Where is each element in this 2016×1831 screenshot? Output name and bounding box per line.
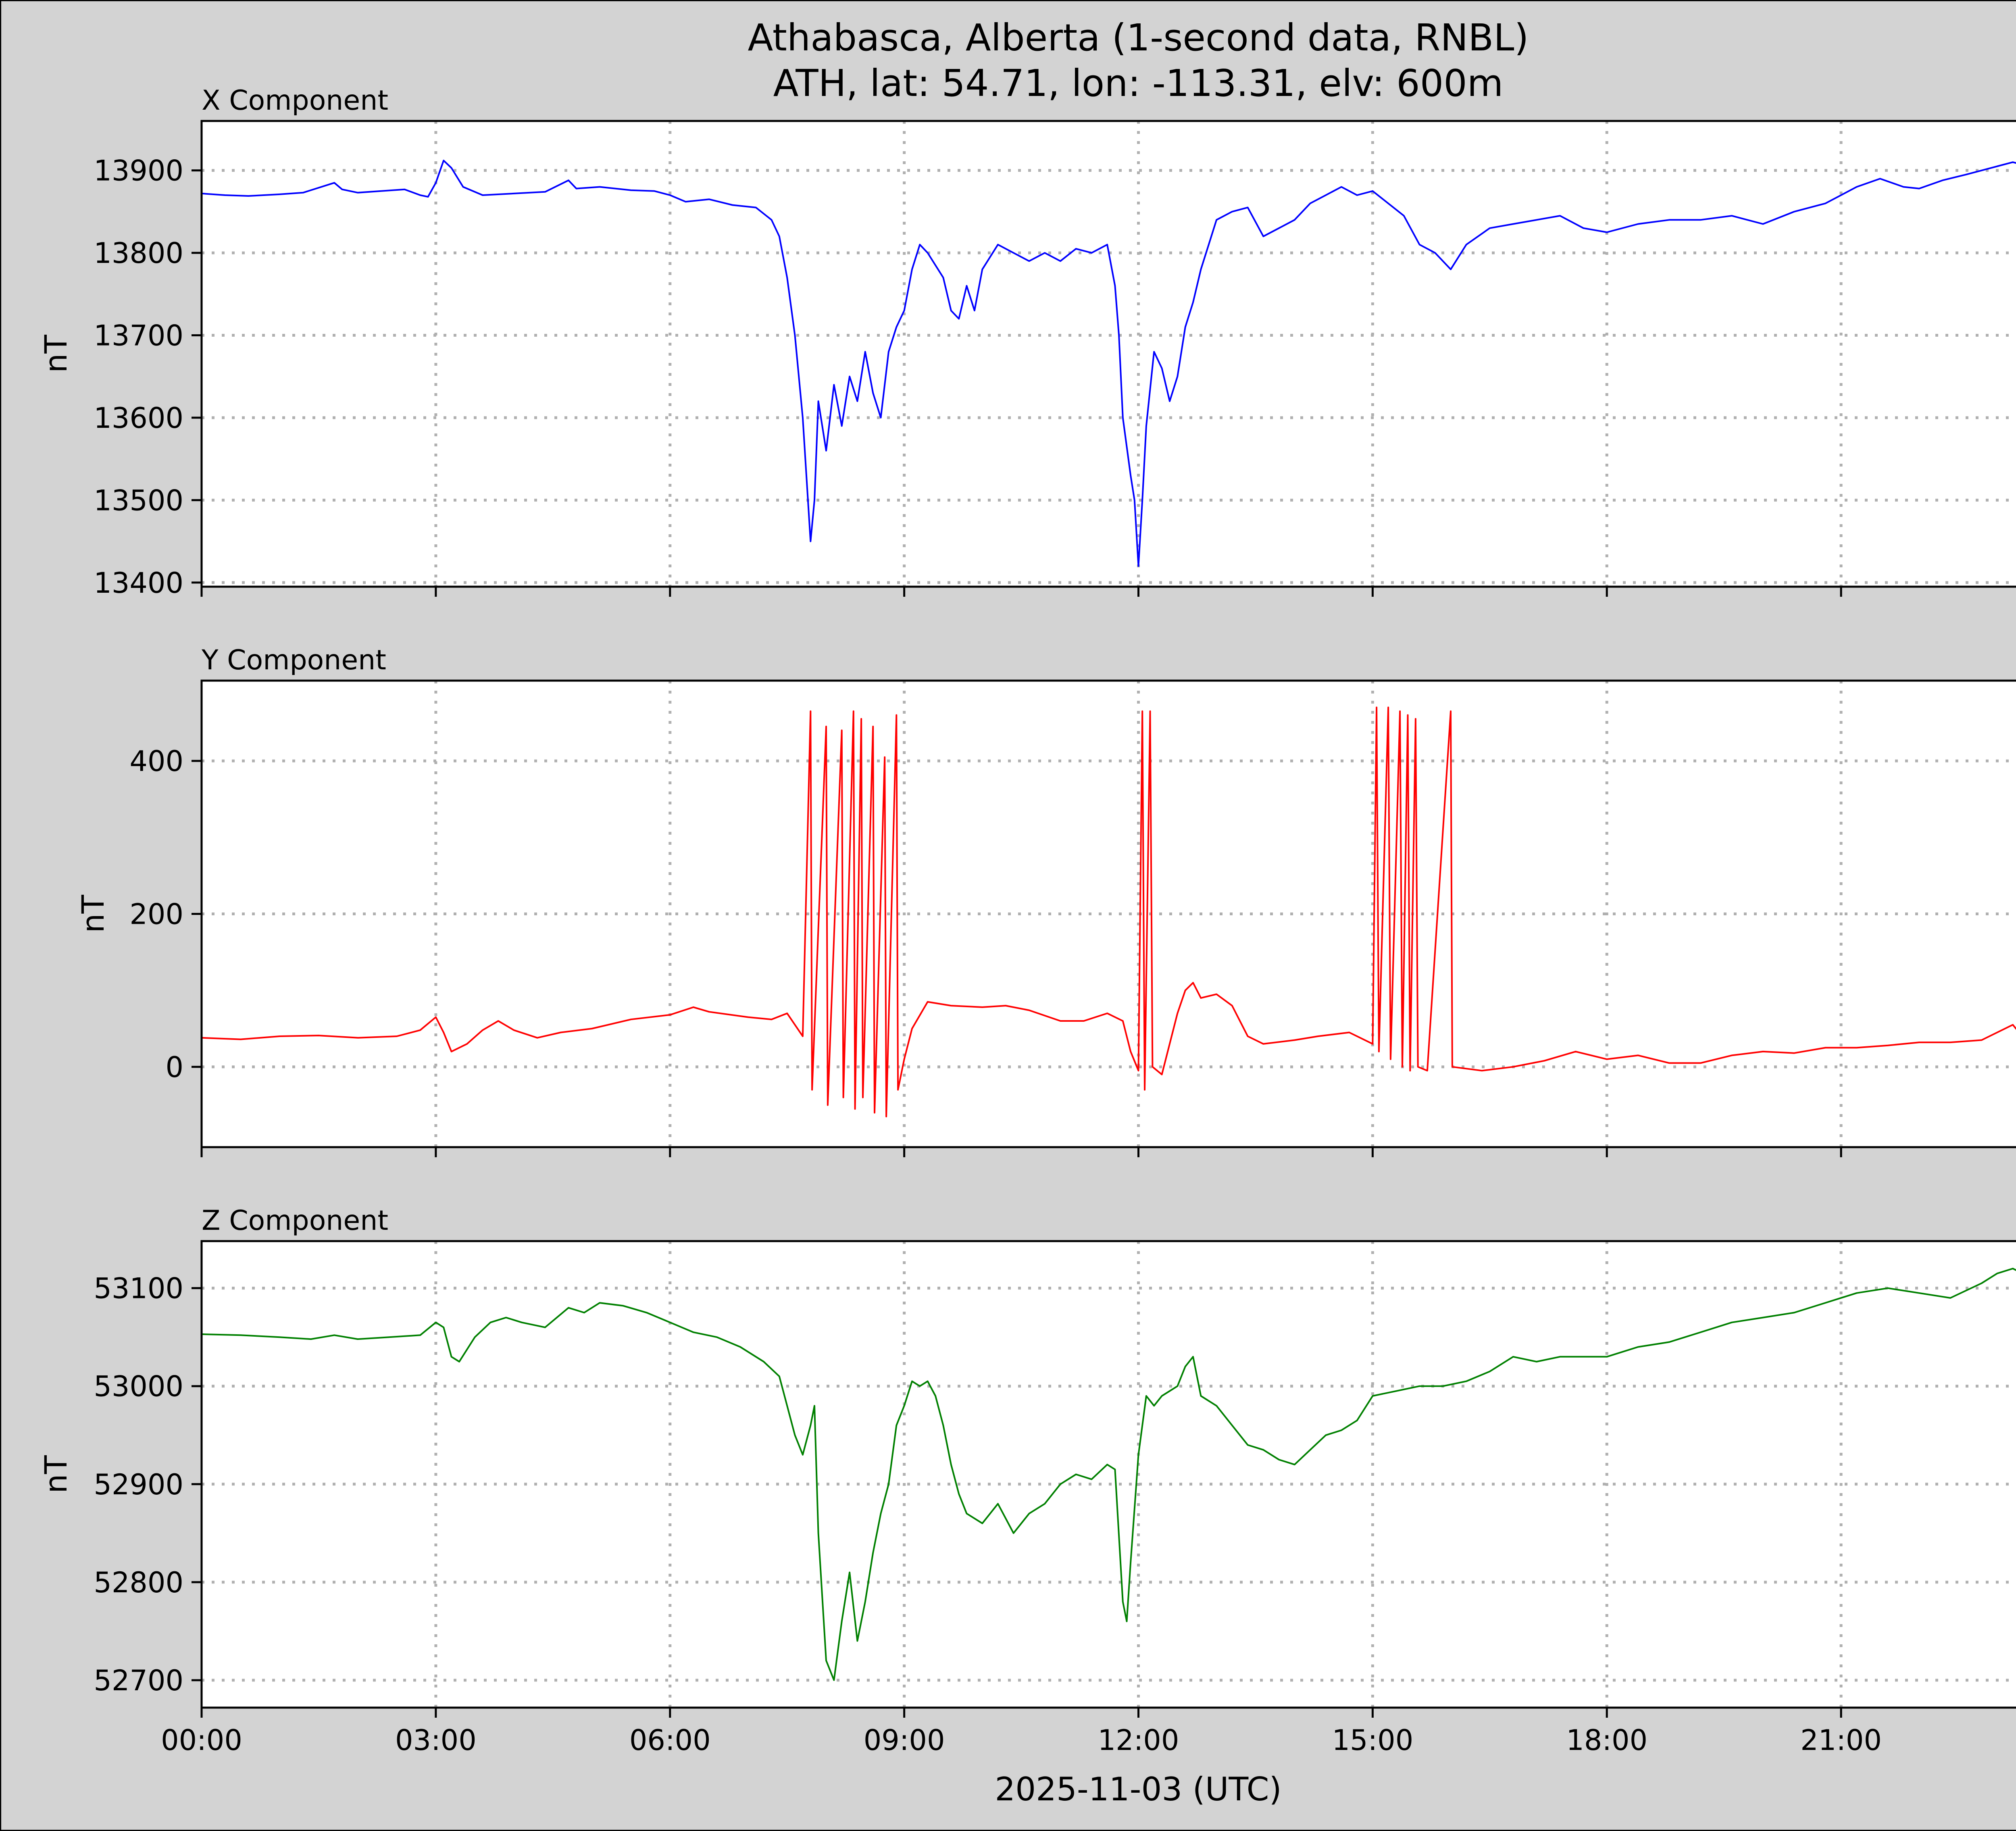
panel-x-component: 13400 13500 13600 13700 13800 13900 X Componen…: [38, 85, 2016, 600]
y-tick-label: 52800: [94, 1566, 183, 1599]
plot-area: [202, 1241, 2016, 1708]
x-tick-label: 03:00: [395, 1724, 477, 1757]
y-tick-label: 52700: [94, 1664, 183, 1697]
series-line: [201, 706, 2016, 1118]
y-tick-label: 13800: [94, 237, 183, 270]
y-tick-label: 200: [129, 898, 183, 931]
figure-title-line1: Athabasca, Alberta (1-second data, RNBL): [748, 16, 1529, 59]
x-tick-label: 09:00: [864, 1724, 945, 1757]
x-tick-label: 12:00: [1098, 1724, 1179, 1757]
x-axis-label: 2025-11-03 (UTC): [995, 1771, 1281, 1808]
panels-group: 13400 13500 13600 13700 13800 13900 X Componen…: [38, 85, 2016, 1757]
plot-frame: [200, 120, 2016, 588]
series-line: [201, 160, 2016, 567]
x-tick-label: 06:00: [629, 1724, 711, 1757]
plot-frame: [200, 679, 2016, 1148]
y-tick-label: 13400: [94, 567, 183, 600]
y-axis-label: nT: [75, 895, 111, 933]
panel-title: Y Component: [201, 644, 386, 676]
y-tick-label: 13900: [94, 154, 183, 187]
panel-z-component: 00:00 03:00 06:00 09:00 12:00 15:00 18:00 21:00…: [38, 1205, 2016, 1757]
panel-y-component: 0 200 400 Y Component nT: [75, 644, 2016, 1157]
x-tick-label: 18:00: [1566, 1724, 1647, 1757]
y-axis-label: nT: [38, 335, 74, 373]
y-tick-label: 13700: [94, 319, 183, 352]
x-tick-label: 21:00: [1800, 1724, 1882, 1757]
x-tick-label: 15:00: [1332, 1724, 1414, 1757]
y-tick-label: 13500: [94, 484, 183, 517]
y-tick-label: 52900: [94, 1468, 183, 1501]
y-tick-label: 53100: [94, 1272, 183, 1305]
figure-title-line2: ATH, lat: 54.71, lon: -113.31, elv: 600m: [773, 62, 1504, 105]
y-tick-label: 53000: [94, 1370, 183, 1403]
plot-area: [202, 121, 2016, 587]
y-tick-label: 400: [129, 745, 183, 778]
plot-frame: [200, 1240, 2016, 1709]
panel-title: Z Component: [202, 1205, 388, 1237]
panel-title: X Component: [202, 85, 388, 117]
x-tick-label: 00:00: [161, 1724, 242, 1757]
series-line: [201, 1268, 2016, 1681]
y-tick-label: 13600: [94, 402, 183, 435]
y-axis-label: nT: [38, 1455, 74, 1494]
y-tick-label: 0: [165, 1051, 183, 1084]
